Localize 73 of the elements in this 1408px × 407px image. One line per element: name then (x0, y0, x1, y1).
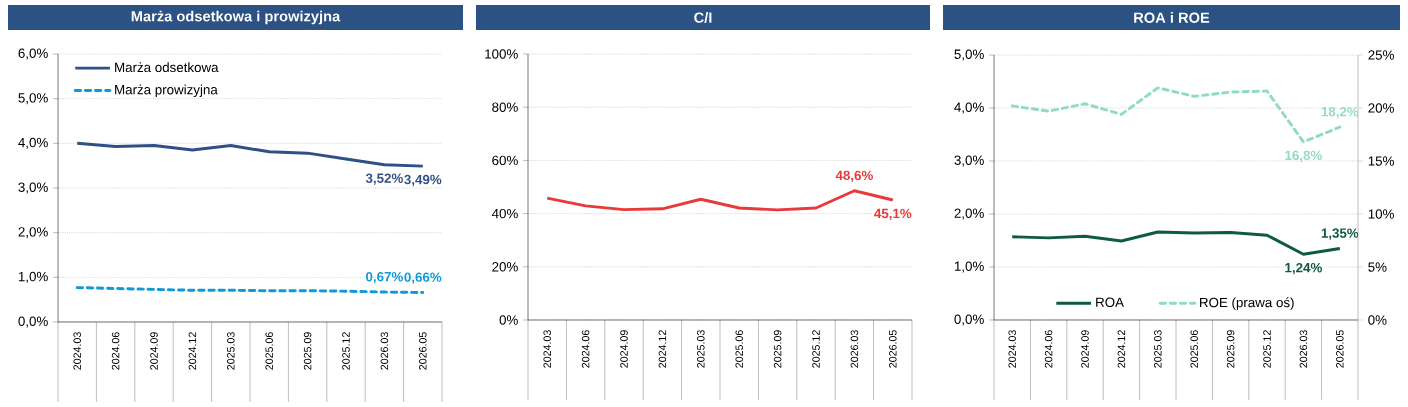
x-tick-label: 2024.06 (111, 332, 120, 370)
data-label: 16,8% (1285, 150, 1322, 163)
y2-tick-label: 25% (1368, 50, 1394, 60)
x-tick-label: 2024.03 (543, 330, 551, 368)
legend-label: Marża odsetkowa (115, 62, 219, 73)
x-tick-label: 2024.09 (1081, 330, 1089, 368)
y-tick-label: 60% (492, 155, 518, 166)
x-tick-label: 2024.09 (150, 332, 158, 370)
x-tick-label: 2025.03 (227, 332, 235, 370)
x-tick-label: 2024.03 (73, 332, 81, 370)
y-tick-label: 0,0% (18, 316, 48, 328)
y-tick-label: 20% (492, 262, 518, 272)
legend-label: Marża prowizyjna (115, 84, 218, 98)
y-tick-label: 1,0% (954, 261, 984, 273)
chart-title: ROA i ROE (1134, 12, 1210, 23)
y2-tick-label: 15% (1368, 156, 1394, 166)
data-label: 3,49% (404, 174, 442, 187)
chart-title: C/I (694, 12, 712, 23)
y-tick-label: 6,0% (18, 48, 48, 60)
y-tick-label: 1,0% (18, 271, 48, 283)
legend-label: ROE (prawa oś) (1200, 297, 1294, 310)
data-label: 18,2% (1321, 107, 1359, 119)
data-label: 1,24% (1285, 263, 1322, 275)
x-tick-label: 2025.06 (1190, 330, 1198, 368)
legend-label: ROA (1096, 297, 1124, 307)
x-tick-label: 2026.05 (1336, 330, 1344, 368)
x-tick-label: 2025.09 (773, 330, 782, 368)
data-label: 0,66% (404, 272, 442, 284)
x-tick-label: 2025.12 (812, 330, 820, 368)
y-tick-label: 2,0% (18, 227, 48, 239)
data-label: 3,52% (365, 173, 403, 185)
y-tick-label: 40% (491, 208, 518, 219)
x-tick-label: 2024.09 (620, 330, 628, 368)
x-tick-label: 2026.03 (380, 332, 389, 370)
data-label: 1,35% (1321, 228, 1359, 240)
y-tick-label: 0% (499, 315, 518, 325)
x-tick-label: 2025.03 (697, 330, 705, 368)
x-tick-label: 2026.05 (889, 330, 897, 368)
x-tick-label: 2024.06 (581, 330, 590, 368)
y-tick-label: 80% (492, 102, 518, 112)
y2-tick-label: 10% (1368, 209, 1394, 219)
x-tick-label: 2025.03 (1154, 330, 1162, 368)
y-tick-label: 100% (485, 49, 518, 59)
y-tick-label: 3,0% (954, 155, 984, 167)
x-tick-label: 2026.05 (419, 332, 427, 370)
x-tick-label: 2024.03 (1008, 330, 1016, 368)
y-tick-label: 5,0% (954, 49, 984, 61)
x-tick-label: 2024.12 (1117, 330, 1126, 368)
x-tick-label: 2024.06 (1044, 330, 1053, 368)
x-tick-label: 2024.12 (188, 332, 197, 370)
x-tick-label: 2025.09 (1226, 330, 1235, 368)
x-tick-label: 2025.12 (1263, 330, 1271, 368)
y2-tick-label: 20% (1368, 103, 1394, 113)
x-tick-label: 2025.12 (342, 332, 350, 370)
y2-tick-label: 0% (1368, 315, 1387, 325)
x-tick-label: 2025.06 (265, 332, 273, 370)
y-tick-label: 4,0% (954, 102, 984, 114)
data-label: 0,67% (366, 271, 403, 284)
y2-tick-label: 5% (1368, 262, 1387, 272)
x-tick-label: 2026.03 (1299, 330, 1308, 368)
x-tick-label: 2025.09 (303, 332, 312, 370)
x-tick-label: 2026.03 (850, 330, 859, 368)
y-tick-label: 3,0% (18, 182, 48, 194)
x-tick-label: 2024.12 (658, 330, 667, 368)
y-tick-label: 0,0% (954, 314, 984, 326)
y-tick-label: 5,0% (18, 93, 48, 105)
x-tick-label: 2025.06 (735, 330, 743, 368)
data-label: 45,1% (874, 208, 912, 221)
chart-title: Marża odsetkowa i prowizyjna (131, 10, 341, 25)
line-series (75, 141, 425, 168)
y-tick-label: 2,0% (954, 208, 984, 220)
y-tick-label: 4,0% (18, 137, 48, 149)
data-label: 48,6% (835, 170, 873, 183)
